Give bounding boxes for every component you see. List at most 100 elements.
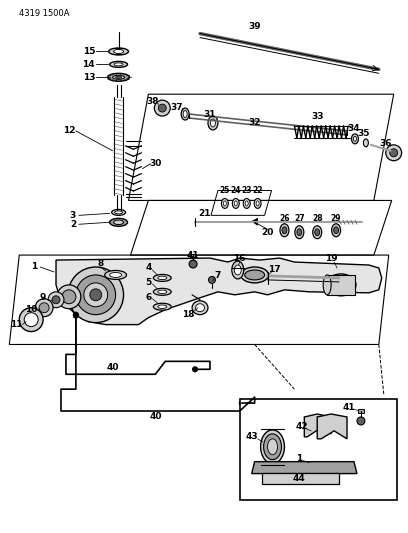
Text: 35: 35	[358, 130, 370, 139]
Ellipse shape	[323, 275, 331, 295]
Text: 8: 8	[98, 259, 104, 268]
Text: 1: 1	[296, 454, 302, 463]
Circle shape	[35, 299, 53, 317]
Text: 42: 42	[296, 422, 308, 431]
Ellipse shape	[232, 261, 244, 279]
Circle shape	[68, 267, 124, 322]
Text: 15: 15	[82, 47, 95, 56]
Ellipse shape	[295, 226, 304, 239]
Ellipse shape	[158, 290, 167, 294]
Circle shape	[386, 145, 401, 161]
Circle shape	[90, 289, 102, 301]
Ellipse shape	[153, 303, 171, 310]
Ellipse shape	[115, 211, 122, 214]
Ellipse shape	[192, 301, 208, 314]
Text: 1: 1	[31, 262, 37, 271]
Polygon shape	[317, 414, 347, 439]
Circle shape	[62, 290, 76, 304]
Text: 14: 14	[82, 60, 95, 69]
Text: 6: 6	[145, 293, 151, 302]
Ellipse shape	[108, 74, 129, 81]
Circle shape	[357, 417, 365, 425]
Circle shape	[189, 260, 197, 268]
Ellipse shape	[110, 61, 128, 67]
Polygon shape	[252, 219, 257, 225]
Text: 24: 24	[231, 186, 241, 195]
Ellipse shape	[297, 229, 302, 236]
Text: 10: 10	[25, 305, 38, 314]
Ellipse shape	[114, 63, 123, 66]
Ellipse shape	[158, 276, 167, 280]
Ellipse shape	[332, 224, 341, 237]
Text: 3: 3	[70, 211, 76, 220]
Ellipse shape	[364, 139, 368, 147]
Text: 7: 7	[215, 271, 221, 280]
Circle shape	[19, 308, 43, 332]
Ellipse shape	[232, 198, 239, 208]
Ellipse shape	[261, 430, 284, 464]
Text: 22: 22	[253, 186, 263, 195]
Ellipse shape	[353, 136, 357, 141]
Ellipse shape	[112, 209, 126, 215]
Circle shape	[158, 104, 166, 112]
Text: 26: 26	[279, 214, 290, 223]
Ellipse shape	[222, 198, 228, 208]
Text: 44: 44	[293, 474, 306, 483]
Circle shape	[239, 401, 244, 406]
Text: 13: 13	[82, 73, 95, 82]
Ellipse shape	[331, 278, 351, 292]
Circle shape	[208, 277, 215, 284]
Ellipse shape	[113, 50, 124, 53]
Ellipse shape	[109, 48, 129, 55]
Text: 9: 9	[40, 293, 46, 302]
Text: 40: 40	[149, 413, 162, 422]
Text: 2: 2	[70, 220, 76, 229]
Ellipse shape	[245, 201, 248, 206]
Text: 41: 41	[187, 251, 200, 260]
Text: 21: 21	[199, 209, 211, 218]
Text: 31: 31	[204, 110, 216, 118]
Text: 43: 43	[245, 432, 258, 441]
Ellipse shape	[280, 224, 289, 237]
Circle shape	[73, 313, 78, 318]
Ellipse shape	[334, 227, 339, 234]
Text: 32: 32	[248, 118, 261, 127]
Text: 4: 4	[145, 263, 151, 272]
Text: 41: 41	[343, 402, 355, 411]
Ellipse shape	[315, 229, 320, 236]
Ellipse shape	[105, 270, 126, 279]
Ellipse shape	[195, 304, 204, 312]
Ellipse shape	[234, 265, 241, 275]
Ellipse shape	[313, 226, 322, 239]
Text: 17: 17	[268, 265, 281, 274]
Circle shape	[73, 312, 78, 317]
Text: 25: 25	[220, 186, 230, 195]
Ellipse shape	[153, 288, 171, 295]
Ellipse shape	[254, 198, 261, 208]
Ellipse shape	[211, 119, 215, 127]
Text: 28: 28	[312, 214, 323, 223]
Ellipse shape	[208, 116, 218, 130]
Polygon shape	[56, 258, 382, 325]
Polygon shape	[262, 473, 339, 483]
Text: 4319 1500A: 4319 1500A	[19, 9, 70, 18]
Text: 38: 38	[146, 96, 159, 106]
Polygon shape	[252, 462, 357, 474]
Ellipse shape	[158, 305, 167, 309]
Circle shape	[390, 149, 398, 157]
Ellipse shape	[241, 267, 268, 283]
Circle shape	[52, 296, 60, 304]
Bar	[358, 409, 364, 413]
Ellipse shape	[181, 108, 189, 120]
Ellipse shape	[243, 198, 250, 208]
Circle shape	[76, 275, 115, 314]
Circle shape	[48, 292, 64, 308]
Circle shape	[154, 100, 170, 116]
Ellipse shape	[183, 110, 187, 117]
Ellipse shape	[234, 201, 237, 206]
Text: 19: 19	[325, 254, 337, 263]
Bar	[190, 254, 196, 257]
Circle shape	[84, 283, 108, 306]
Ellipse shape	[153, 274, 171, 281]
Text: 33: 33	[311, 111, 324, 120]
